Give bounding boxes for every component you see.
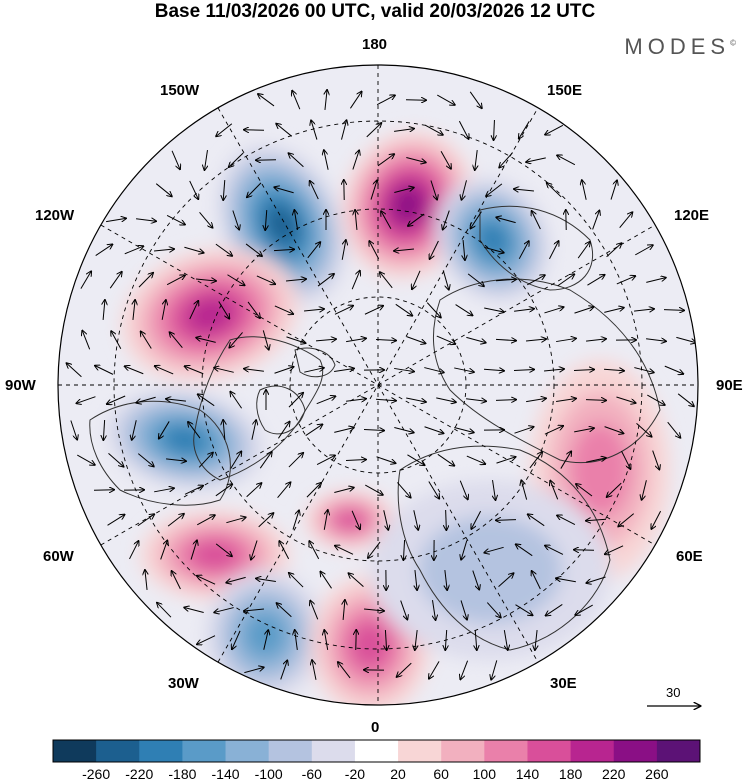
colorbar-swatch bbox=[441, 740, 485, 762]
lon-label-60w: 60W bbox=[43, 548, 74, 566]
anomaly-contour bbox=[190, 540, 240, 570]
wind-arrow bbox=[356, 630, 357, 650]
colorbar-swatch bbox=[269, 740, 313, 762]
colorbar-swatch bbox=[614, 740, 658, 762]
colorbar-tick-label: 140 bbox=[516, 766, 539, 782]
colorbar-swatch bbox=[53, 740, 97, 762]
anomaly-contour bbox=[570, 423, 630, 517]
lon-label-90w: 90W bbox=[5, 377, 36, 395]
colorbar-swatch bbox=[312, 740, 356, 762]
colorbar-swatch bbox=[96, 740, 140, 762]
wind-arrow bbox=[574, 550, 594, 551]
anomaly-contour bbox=[335, 510, 365, 530]
colorbar-swatch bbox=[226, 740, 270, 762]
colorbar-swatch bbox=[355, 740, 399, 762]
lon-label-120e: 120E bbox=[674, 207, 709, 225]
lon-label-90e: 90E bbox=[716, 377, 743, 395]
colorbar-tick-label: 220 bbox=[602, 766, 625, 782]
colorbar-swatch bbox=[527, 740, 571, 762]
wind-arrow bbox=[94, 490, 114, 491]
lon-label-30e: 30E bbox=[550, 675, 577, 693]
colorbar-tick-label: 20 bbox=[390, 766, 406, 782]
anomaly-contour bbox=[245, 613, 285, 656]
colorbar-tick-label: -220 bbox=[125, 766, 153, 782]
colorbar bbox=[53, 740, 701, 762]
wind-arrow bbox=[244, 130, 264, 131]
colorbar-tick-label: 100 bbox=[473, 766, 496, 782]
colorbar-tick-label: 180 bbox=[559, 766, 582, 782]
colorbar-tick-label: -260 bbox=[82, 766, 110, 782]
colorbar-tick-label: -140 bbox=[212, 766, 240, 782]
lon-label-120w: 120W bbox=[35, 207, 74, 225]
lon-label-60e: 60E bbox=[676, 548, 703, 566]
lon-label-150e: 150E bbox=[547, 82, 582, 100]
map-disk bbox=[40, 50, 720, 730]
colorbar-labels: -260 -220 -180 -140 -100 -60 -20 20 60 100 140 180 2… bbox=[0, 766, 750, 784]
colorbar-swatch bbox=[657, 740, 701, 762]
colorbar-tick-label: -180 bbox=[168, 766, 196, 782]
colorbar-tick-label: -100 bbox=[255, 766, 283, 782]
colorbar-swatch bbox=[182, 740, 226, 762]
colorbar-swatch bbox=[398, 740, 442, 762]
colorbar-swatch bbox=[571, 740, 615, 762]
lon-label-150w: 150W bbox=[160, 82, 199, 100]
colorbar-swatch bbox=[484, 740, 528, 762]
lon-label-30w: 30W bbox=[168, 675, 199, 693]
colorbar-tick-label: -20 bbox=[345, 766, 365, 782]
colorbar-swatch bbox=[139, 740, 183, 762]
reference-vector-label: 30 bbox=[666, 684, 680, 702]
lon-label-0: 0 bbox=[371, 719, 379, 737]
lon-label-180: 180 bbox=[362, 36, 387, 54]
wind-arrow bbox=[496, 520, 516, 521]
anomaly-contour bbox=[418, 516, 562, 624]
colorbar-tick-label: 260 bbox=[645, 766, 668, 782]
colorbar-tick-label: 60 bbox=[433, 766, 449, 782]
colorbar-tick-label: -60 bbox=[302, 766, 322, 782]
